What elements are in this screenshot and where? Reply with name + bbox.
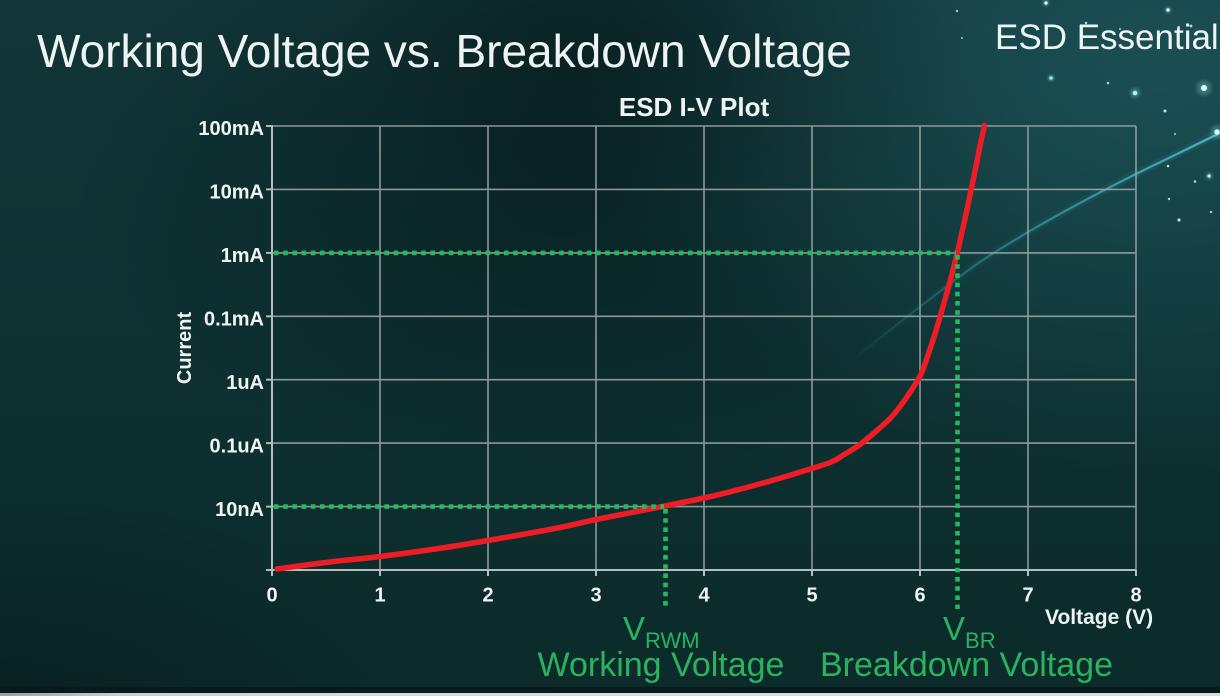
- svg-text:2: 2: [482, 585, 493, 607]
- svg-text:1: 1: [374, 585, 385, 607]
- svg-text:0.1uA: 0.1uA: [210, 435, 264, 457]
- svg-text:6: 6: [914, 585, 925, 607]
- svg-text:1mA: 1mA: [221, 245, 264, 267]
- svg-text:4: 4: [698, 585, 710, 607]
- svg-text:3: 3: [590, 585, 601, 607]
- svg-text:100mA: 100mA: [198, 118, 264, 140]
- svg-text:10nA: 10nA: [215, 499, 264, 521]
- svg-text:0.1mA: 0.1mA: [204, 309, 264, 331]
- svg-text:10mA: 10mA: [210, 182, 264, 204]
- svg-text:5: 5: [806, 585, 817, 607]
- svg-text:7: 7: [1022, 585, 1033, 607]
- svg-text:8: 8: [1130, 585, 1141, 607]
- svg-text:Current: Current: [174, 312, 196, 385]
- svg-text:0: 0: [266, 585, 277, 607]
- svg-text:1uA: 1uA: [226, 372, 264, 394]
